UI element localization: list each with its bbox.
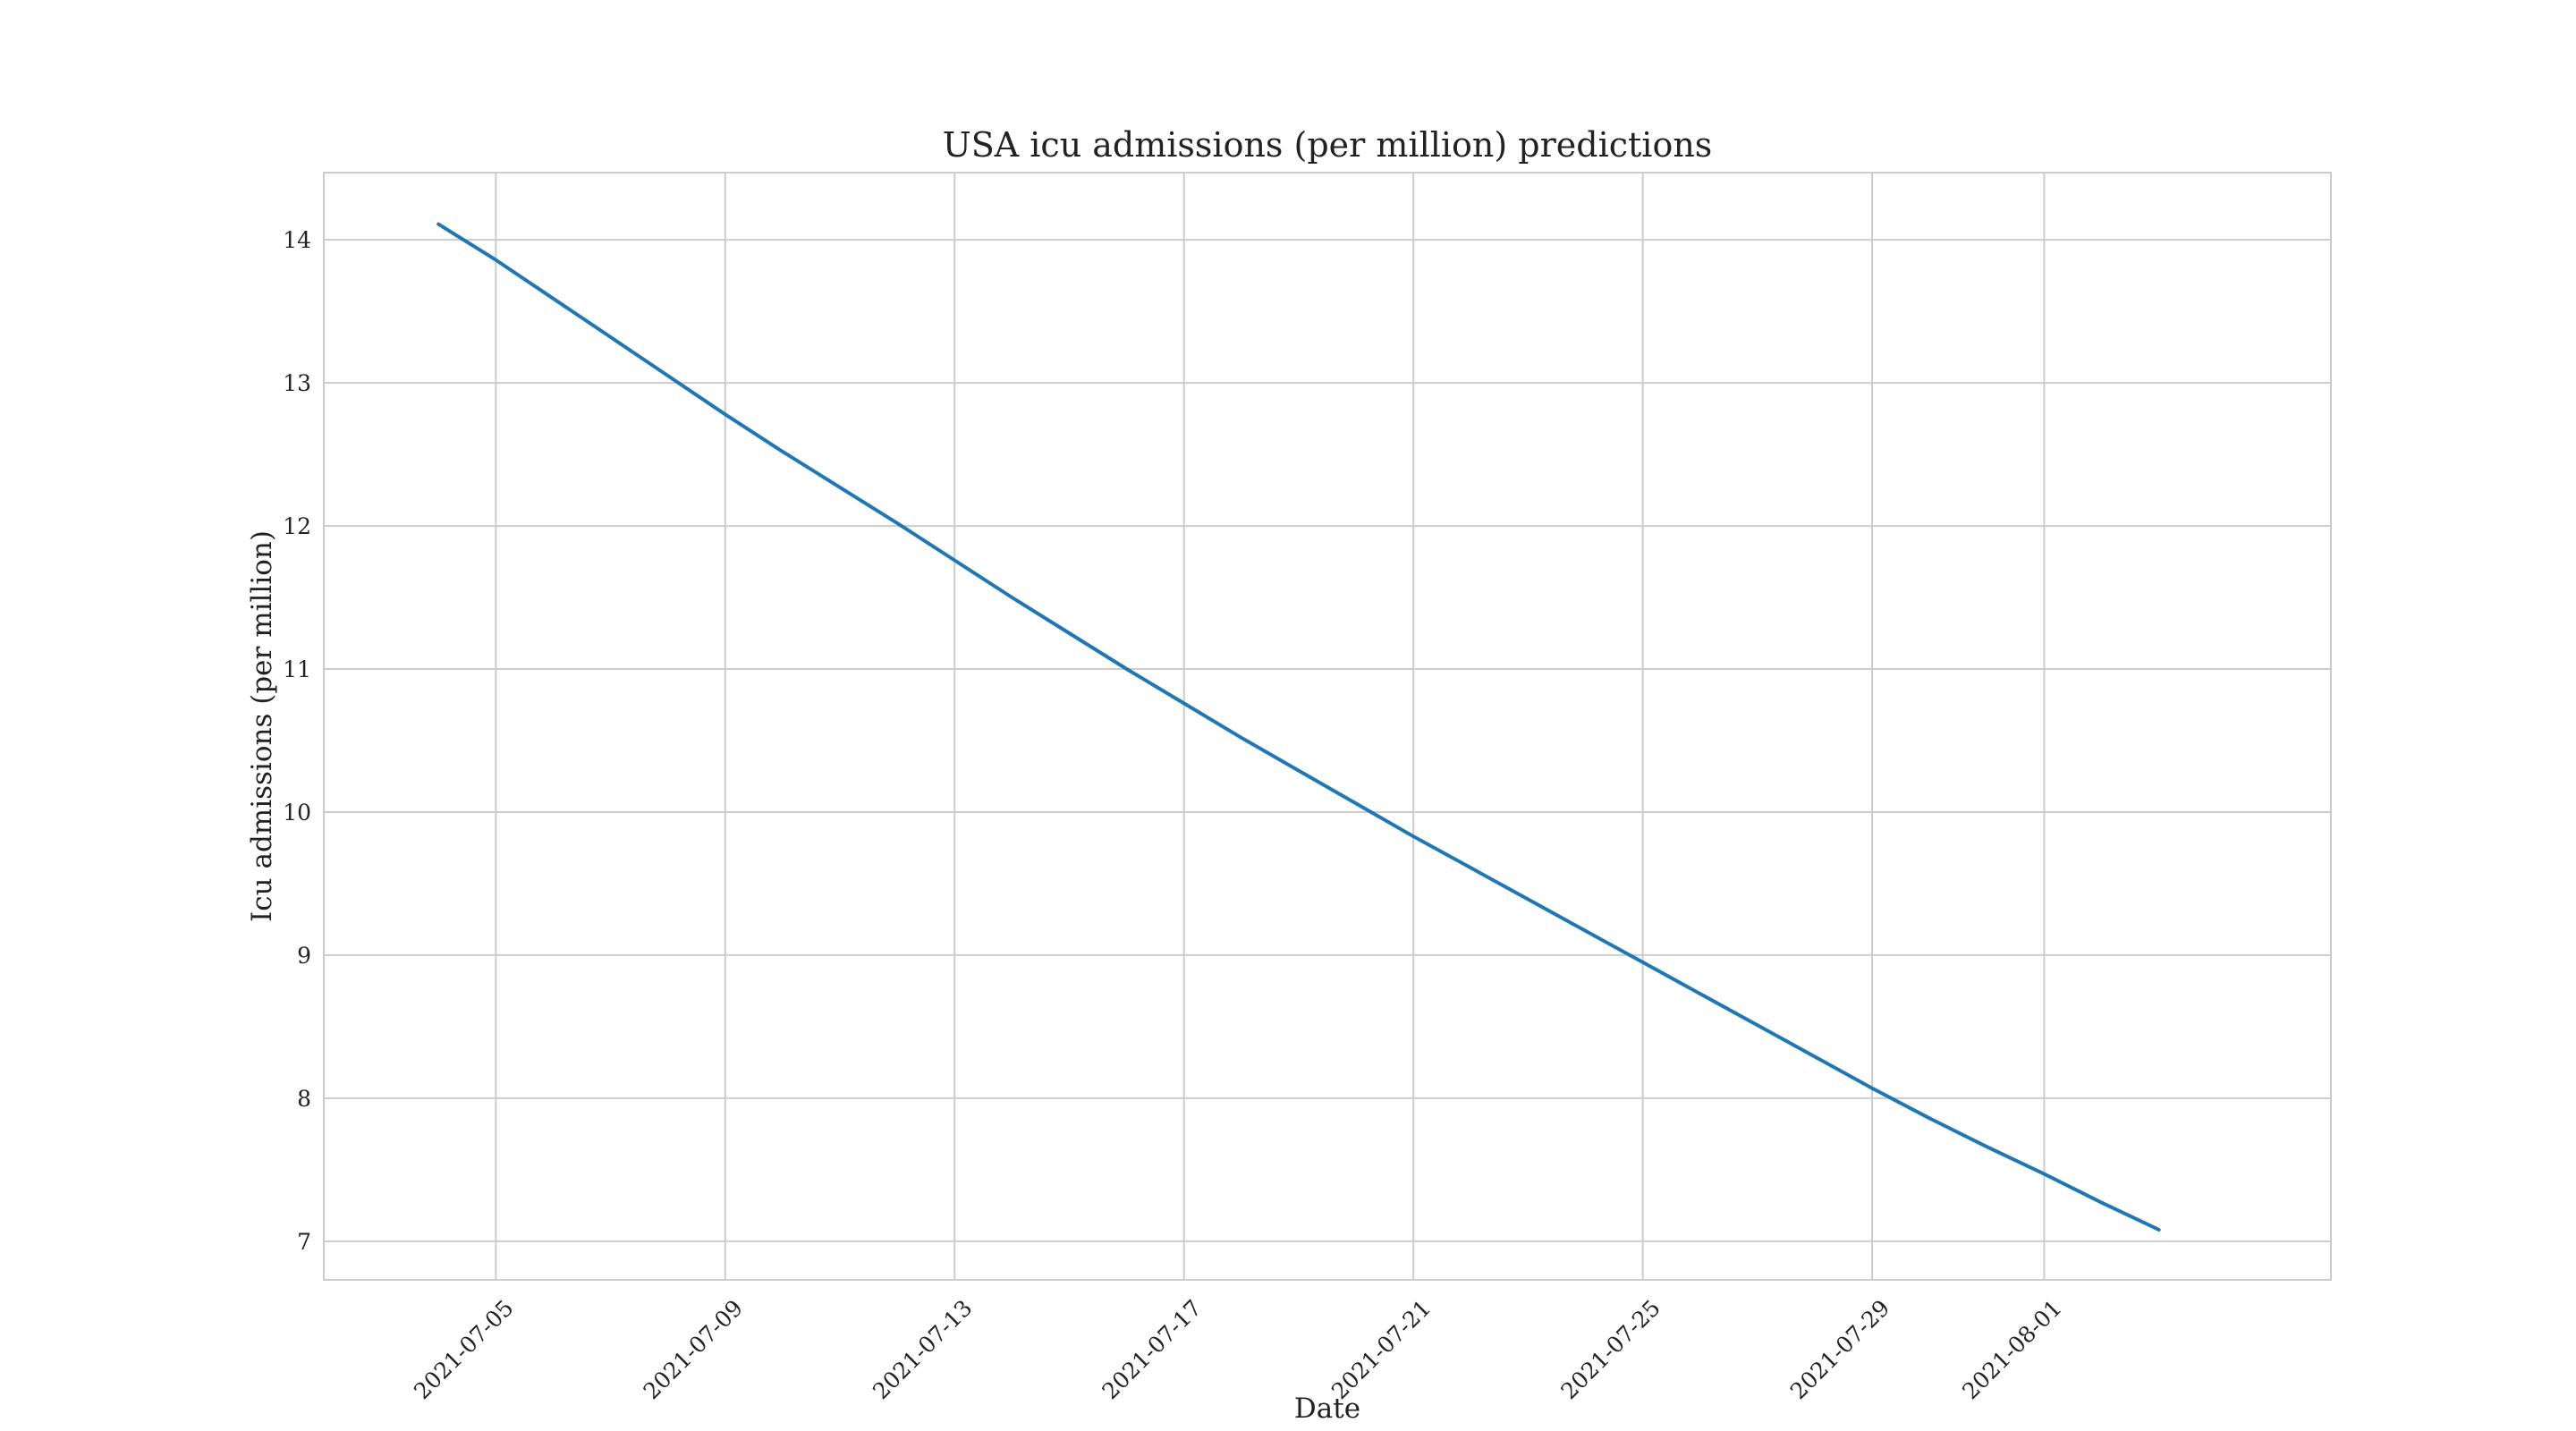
y-axis-ticks: 7 8 9 10 11 12 13 14 xyxy=(283,227,311,1255)
y-tick-label: 11 xyxy=(283,656,311,682)
x-axis-label: Date xyxy=(1294,1393,1360,1425)
y-tick-label: 10 xyxy=(283,800,311,826)
x-tick-label: 2021-07-05 xyxy=(409,1295,518,1404)
series-layer xyxy=(436,222,2161,1232)
y-tick-label: 13 xyxy=(283,370,311,396)
x-tick-label: 2021-07-17 xyxy=(1097,1295,1207,1404)
y-tick-label: 8 xyxy=(297,1086,311,1112)
x-tick-label: 2021-07-09 xyxy=(639,1295,748,1404)
x-axis-ticks: 2021-07-05 2021-07-09 2021-07-13 2021-07-17… xyxy=(409,1295,2067,1404)
series-line xyxy=(436,222,2161,1232)
x-tick-label: 2021-07-25 xyxy=(1555,1295,1665,1404)
chart-title: USA icu admissions (per million) predict… xyxy=(943,125,1713,165)
x-tick-label: 2021-08-01 xyxy=(1957,1295,2066,1404)
x-tick-label: 2021-07-13 xyxy=(868,1295,977,1404)
y-axis-label: Icu admissions (per million) xyxy=(246,530,278,922)
x-tick-label: 2021-07-21 xyxy=(1326,1295,1436,1404)
plot-frame xyxy=(323,172,2332,1281)
y-tick-label: 12 xyxy=(283,513,311,539)
y-tick-label: 7 xyxy=(297,1229,311,1255)
y-tick-label: 14 xyxy=(283,227,311,253)
grid-lines xyxy=(324,173,2331,1280)
y-tick-label: 9 xyxy=(297,943,311,969)
x-tick-label: 2021-07-29 xyxy=(1785,1295,1894,1404)
